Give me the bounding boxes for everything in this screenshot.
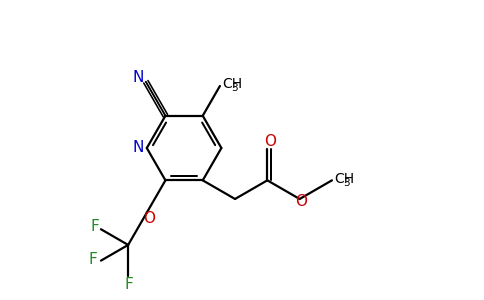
Text: N: N	[132, 70, 144, 85]
Text: 3: 3	[343, 178, 350, 188]
Text: F: F	[125, 277, 134, 292]
Text: N: N	[132, 140, 144, 154]
Text: O: O	[143, 211, 155, 226]
Text: CH: CH	[334, 172, 354, 186]
Text: 3: 3	[231, 83, 238, 93]
Text: F: F	[89, 252, 97, 267]
Text: F: F	[91, 219, 99, 234]
Text: O: O	[296, 194, 308, 209]
Text: O: O	[264, 134, 276, 149]
Text: CH: CH	[222, 77, 242, 91]
